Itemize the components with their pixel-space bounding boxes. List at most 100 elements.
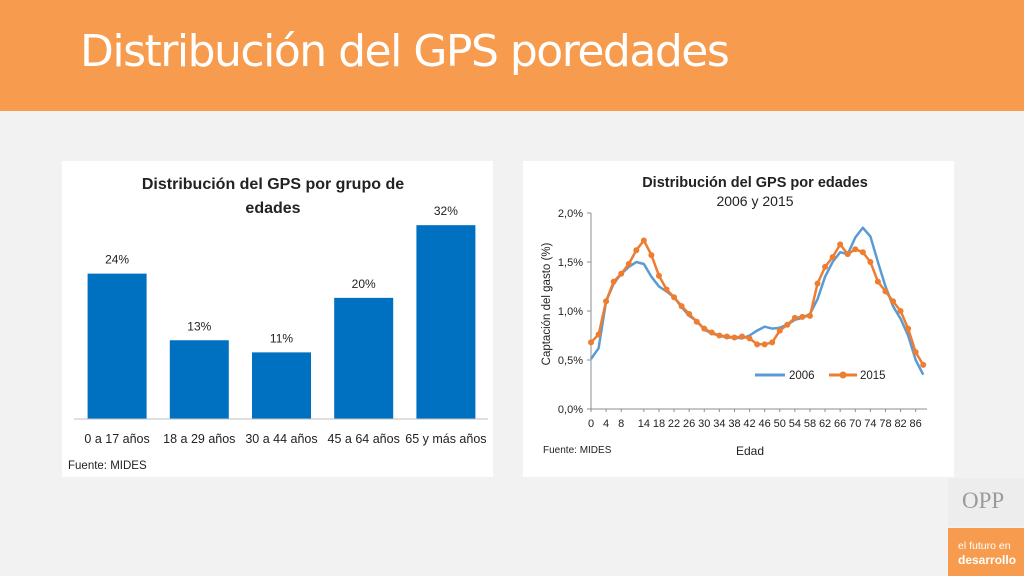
- x-tick-label-10: 42: [743, 418, 755, 430]
- series-point-2015-24: [769, 339, 776, 346]
- x-tick-label-6: 26: [683, 418, 695, 430]
- series-point-2015-29: [806, 312, 813, 319]
- series-point-2015-8: [648, 252, 655, 259]
- x-tick-label-3: 14: [638, 418, 650, 430]
- logo-box: [948, 478, 1024, 526]
- series-point-2015-32: [829, 254, 836, 261]
- series-point-2015-11: [671, 294, 678, 301]
- x-tick-label-12: 50: [774, 418, 786, 430]
- bar-value-label-1: 13%: [187, 319, 211, 333]
- series-point-2015-3: [610, 278, 617, 285]
- x-tick-label-16: 66: [834, 418, 846, 430]
- series-point-2015-6: [633, 247, 640, 254]
- bar-chart: Distribución del GPS por grupo de edades…: [68, 176, 488, 472]
- y-tick-label-4: 0,0%: [558, 404, 583, 416]
- x-tick-label-2: 8: [618, 418, 624, 430]
- series-point-2015-36: [859, 249, 866, 256]
- series-point-2015-19: [731, 334, 738, 341]
- series-point-2015-38: [874, 278, 881, 285]
- series-point-2015-15: [701, 325, 708, 332]
- series-point-2015-1: [595, 331, 602, 338]
- bar-value-label-2: 11%: [270, 331, 293, 345]
- x-tick-label-15: 62: [819, 418, 831, 430]
- legend-label-2015: 2015: [860, 370, 886, 382]
- x-tick-label-21: 86: [910, 418, 922, 430]
- series-point-2015-26: [784, 321, 791, 328]
- title-bar: [0, 0, 1024, 111]
- y-tick-label-2: 1,0%: [558, 306, 583, 318]
- x-tick-label-8: 34: [713, 418, 725, 430]
- series-point-2015-21: [746, 335, 753, 342]
- x-tick-label-9: 38: [728, 418, 740, 430]
- series-point-2015-16: [708, 329, 715, 336]
- series-point-2015-10: [663, 286, 670, 293]
- bar-3: [334, 297, 394, 419]
- line-chart-source: Fuente: MIDES: [543, 445, 612, 456]
- series-point-2015-33: [837, 241, 844, 248]
- bar-category-label-4: 65 y más años: [405, 432, 486, 446]
- x-tick-label-13: 54: [789, 418, 801, 430]
- series-point-2015-31: [822, 263, 829, 270]
- legend-label-2006: 2006: [789, 370, 815, 382]
- series-point-2015-13: [686, 310, 693, 317]
- bar-value-label-4: 32%: [434, 204, 458, 218]
- bar-2: [252, 352, 311, 419]
- series-point-2015-35: [852, 246, 859, 253]
- bar-chart-panel: Distribución del GPS por grupo de edades…: [62, 161, 493, 477]
- series-point-2015-5: [625, 260, 632, 267]
- slide-title: Distribución del GPS poredades: [80, 26, 730, 77]
- series-point-2015-40: [890, 298, 897, 305]
- line-chart-title: Distribución del GPS por edades: [642, 175, 868, 191]
- line-chart-subtitle: 2006 y 2015: [716, 193, 793, 209]
- bar-0: [87, 273, 147, 419]
- series-point-2015-37: [867, 259, 874, 265]
- series-point-2015-42: [905, 325, 912, 332]
- series-point-2015-14: [693, 318, 700, 325]
- y-tick-label-0: 2,0%: [558, 208, 583, 220]
- legend-marker-2015: [839, 371, 847, 379]
- series-point-2015-44: [920, 361, 927, 368]
- bar-category-label-1: 18 a 29 años: [163, 432, 235, 446]
- series-point-2015-18: [723, 333, 730, 340]
- line-chart-ylabel: Captación del gasto (%): [541, 242, 553, 365]
- x-tick-label-1: 4: [603, 418, 609, 430]
- series-point-2015-12: [678, 303, 685, 310]
- series-point-2015-2: [603, 298, 610, 305]
- bar-value-label-3: 20%: [352, 277, 376, 291]
- x-tick-label-18: 74: [864, 418, 876, 430]
- series-point-2015-30: [814, 280, 821, 287]
- x-tick-label-19: 78: [879, 418, 891, 430]
- y-tick-label-3: 0,5%: [558, 355, 583, 367]
- opp-logo: OPP: [962, 488, 1005, 513]
- tagline-line1: el futuro en: [958, 540, 1011, 552]
- series-line-2006: [589, 226, 925, 376]
- bar-1: [169, 340, 229, 419]
- bar-category-label-0: 0 a 17 años: [84, 432, 149, 446]
- tagline-box: [948, 528, 1024, 576]
- line-chart-panel: Distribución del GPS por edades 2006 y 2…: [523, 161, 954, 477]
- series-point-2015-23: [761, 341, 768, 348]
- x-tick-label-11: 46: [759, 418, 771, 430]
- series-point-2015-9: [655, 272, 662, 279]
- bar-chart-title-line1: Distribución del GPS por grupo de: [142, 176, 404, 193]
- series-point-2015-25: [776, 327, 783, 334]
- line-chart-xlabel: Edad: [736, 444, 764, 458]
- series-point-2015-22: [754, 341, 761, 348]
- line-chart: Distribución del GPS por edades 2006 y 2…: [541, 175, 927, 458]
- bar-category-label-2: 30 a 44 años: [245, 432, 317, 446]
- x-tick-label-14: 58: [804, 418, 816, 430]
- x-tick-label-7: 30: [698, 418, 710, 430]
- series-point-2015-39: [882, 288, 889, 295]
- series-point-2015-7: [640, 237, 647, 244]
- bar-4: [416, 225, 476, 419]
- series-point-2015-34: [844, 251, 851, 258]
- x-tick-label-0: 0: [588, 418, 594, 430]
- bar-value-label-0: 24%: [105, 253, 129, 267]
- x-tick-label-4: 18: [653, 418, 665, 430]
- series-point-2015-20: [739, 333, 746, 340]
- x-tick-label-20: 82: [894, 418, 906, 430]
- series-point-2015-43: [912, 349, 919, 356]
- series-point-2015-28: [799, 313, 806, 320]
- x-tick-label-5: 22: [668, 418, 680, 430]
- bar-category-label-3: 45 a 64 años: [328, 432, 400, 446]
